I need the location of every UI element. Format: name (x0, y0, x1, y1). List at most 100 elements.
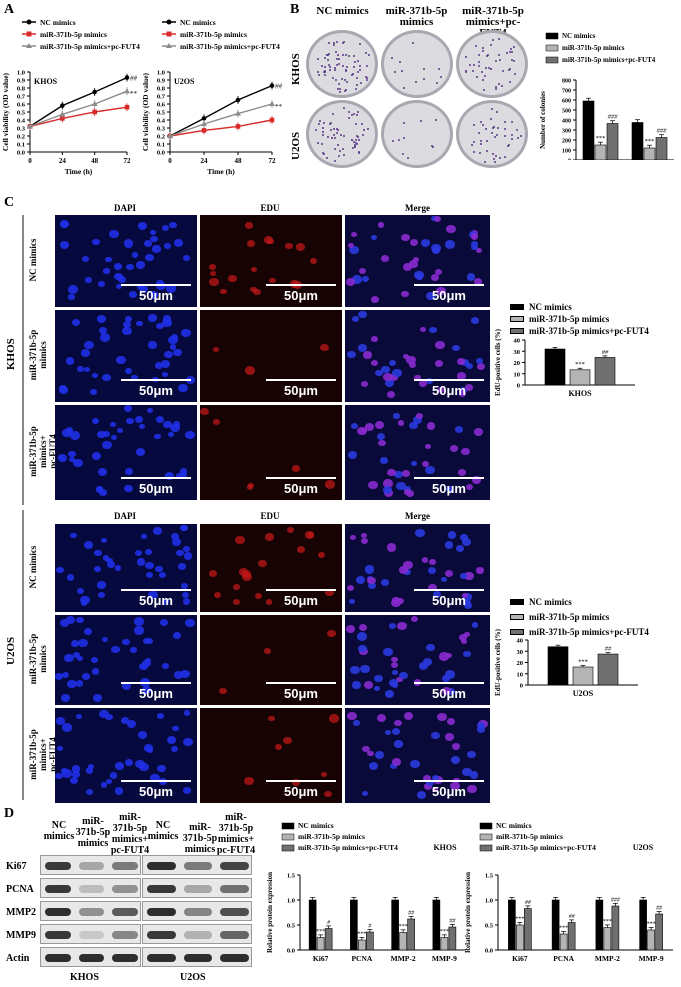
cell-nucleus (149, 291, 159, 299)
cell-nucleus (65, 427, 73, 433)
cell-nucleus (425, 466, 435, 475)
colony-spot (479, 152, 482, 155)
cell-nucleus (159, 572, 167, 579)
cell-nucleus (59, 619, 69, 627)
panel-letter-d: D (4, 806, 15, 821)
cell-nucleus (385, 689, 395, 698)
cell-nucleus (165, 472, 175, 480)
cell-nucleus (351, 422, 359, 429)
scale-bar-line (121, 780, 191, 782)
y-tick-label: 10 (514, 371, 521, 378)
cell-nucleus (386, 543, 397, 552)
legend-label: miR-371b-5p mimics (496, 832, 563, 841)
cell-nucleus (132, 252, 139, 258)
cell-nucleus (160, 359, 171, 368)
scale-bar: 50μm (121, 682, 191, 701)
cell-nucleus (423, 783, 432, 791)
cell-nucleus (359, 647, 369, 656)
x-tick-label: 24 (59, 157, 67, 165)
colony-spot (331, 136, 334, 139)
cell-nucleus (472, 476, 481, 484)
y-tick-label: 30 (514, 349, 521, 356)
colony-spot (472, 141, 475, 144)
colony-spot (504, 128, 507, 131)
cell-nucleus (149, 229, 156, 235)
significance-mark: *** (578, 658, 588, 665)
cell-nucleus (349, 245, 360, 255)
cell-nucleus (62, 769, 72, 778)
bar (647, 929, 655, 951)
colony-spot (337, 57, 340, 60)
cell-nucleus (292, 281, 302, 290)
colony-spot (431, 144, 434, 147)
blot-band (78, 885, 105, 893)
colony-spot (477, 60, 480, 63)
y-tick-label: 0.0 (157, 150, 165, 157)
legend-marker (26, 31, 32, 37)
cell-nucleus (56, 566, 65, 574)
cell-nucleus (136, 320, 143, 327)
if-row-label: NC mimics (28, 545, 38, 589)
cell-nucleus (358, 624, 367, 631)
cell-nucleus (115, 787, 124, 795)
bar-chart-colonies: NC mimics miR-371b-5p mimics miR-371b-5p m… (539, 32, 674, 160)
cell-nucleus (82, 673, 91, 680)
colony-spot (356, 84, 358, 87)
cell-nucleus (393, 719, 402, 727)
cell-nucleus (61, 768, 68, 774)
cell-nucleus (431, 731, 440, 739)
bar-chart-edu-u2os: 0 10 20 30 40 EdU-positive cells (%) U2OS *** ## (494, 628, 638, 698)
bar (316, 937, 325, 951)
blot-strip (40, 924, 141, 944)
bar (594, 357, 616, 386)
cell-nucleus (403, 568, 411, 575)
cell-nucleus (99, 327, 108, 335)
cell-nucleus (445, 240, 456, 249)
significance-mark: ## (602, 349, 609, 356)
cell-nucleus (130, 647, 138, 653)
blot-band (112, 954, 138, 962)
y-axis-label: Relative protein expression (464, 872, 472, 953)
cell-nucleus (350, 232, 357, 238)
cell-nucleus (399, 671, 408, 679)
cell-nucleus (247, 483, 254, 489)
cell-nucleus (105, 713, 113, 721)
cell-nucleus (441, 576, 448, 582)
scale-bar: 50μm (121, 284, 191, 303)
colony-spot (321, 143, 324, 146)
colony-spot (316, 71, 319, 74)
cell-nucleus (171, 333, 179, 340)
cell-nucleus (432, 246, 440, 254)
data-point (124, 104, 130, 110)
significance-mark: ** (130, 90, 138, 98)
cell-nucleus (76, 587, 84, 594)
colony-spot (335, 50, 337, 53)
cell-nucleus (96, 431, 106, 439)
colony-spot (334, 136, 337, 139)
y-tick-label: 1.0 (157, 70, 165, 77)
cell-nucleus (90, 656, 98, 663)
colony-spot (342, 107, 345, 110)
if-image-dapi: 50μm (55, 708, 197, 803)
cell-nucleus (158, 778, 168, 786)
cell-nucleus (115, 761, 125, 770)
cell-nucleus (123, 405, 133, 413)
chart-title: KHOS (433, 843, 457, 852)
cell-nucleus (444, 732, 455, 742)
series-line (29, 90, 128, 128)
significance-mark: *** (596, 135, 606, 142)
y-tick-label: 1.0 (485, 898, 493, 905)
cell-nucleus (163, 421, 172, 429)
cell-nucleus (65, 357, 75, 365)
cell-nucleus (358, 344, 368, 352)
cell-nucleus (157, 713, 164, 719)
scale-bar-label: 50μm (432, 383, 466, 398)
cell-nucleus (101, 537, 108, 543)
significance-mark: *** (399, 924, 408, 930)
cell-nucleus (183, 552, 193, 560)
y-tick-label: 100 (562, 149, 571, 155)
cell-nucleus (91, 372, 99, 378)
bar (611, 905, 620, 951)
colony-spot (489, 68, 492, 71)
colony-spot (493, 157, 496, 160)
